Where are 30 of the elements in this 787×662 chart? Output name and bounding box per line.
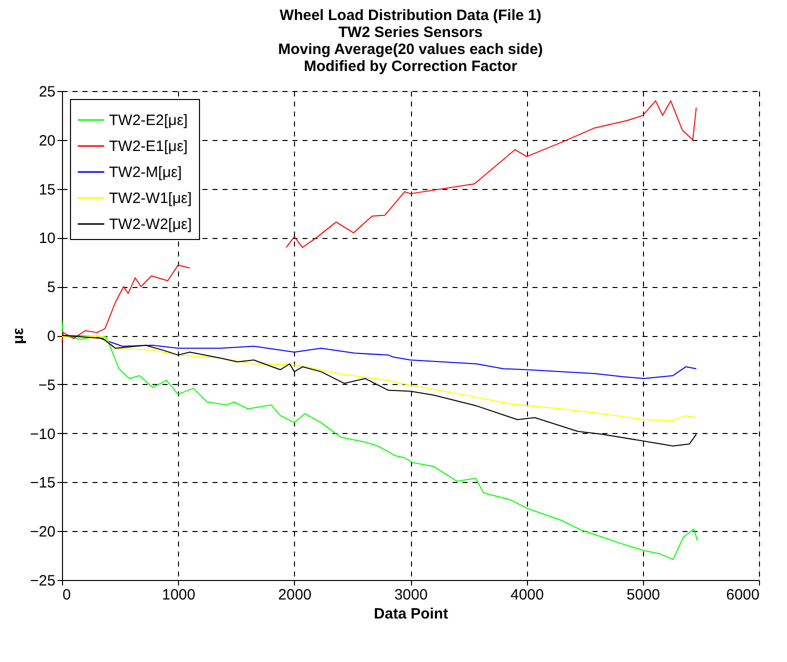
y-axis-title: με	[10, 328, 28, 344]
legend-label: TW2-W2[με]	[109, 216, 192, 233]
y-tick-label: 0	[47, 328, 56, 345]
x-tick-label: 2000	[278, 586, 312, 604]
y-tick-label: 20	[38, 132, 56, 150]
x-tick-label: 4000	[510, 586, 544, 604]
y-tick-label: 25	[38, 84, 56, 100]
legend-label: TW2-E1[με]	[109, 138, 188, 155]
x-tick-label: 5000	[626, 586, 660, 604]
text: Wheel Load Distribution Data (File 1)	[280, 7, 542, 24]
y-tick-label: −20	[30, 524, 56, 541]
x-axis-title: Data Point	[374, 606, 448, 622]
y-tick-label: −15	[30, 474, 56, 492]
y-tick-label: 5	[47, 279, 56, 296]
y-tick-label: −10	[30, 426, 56, 443]
text: Modified by Correction Factor	[304, 58, 518, 75]
y-tick-label: 10	[38, 230, 56, 248]
x-tick-label: 6000	[726, 586, 760, 604]
x-tick-label: 0	[62, 586, 71, 604]
text: Moving Average(20 values each side)	[278, 41, 543, 58]
y-tick-label: −25	[30, 572, 56, 590]
text: TW2 Series Sensors	[338, 24, 483, 41]
x-tick-label: 3000	[394, 586, 428, 604]
y-tick-label: −5	[38, 376, 56, 394]
legend-label: TW2-M[με]	[109, 164, 182, 181]
x-tick-label: 1000	[162, 586, 196, 604]
y-tick-label: 15	[38, 181, 56, 198]
line-series	[62, 336, 697, 422]
legend-label: TW2-W1[με]	[109, 190, 192, 207]
legend-label: TW2-E2[με]	[109, 112, 188, 129]
